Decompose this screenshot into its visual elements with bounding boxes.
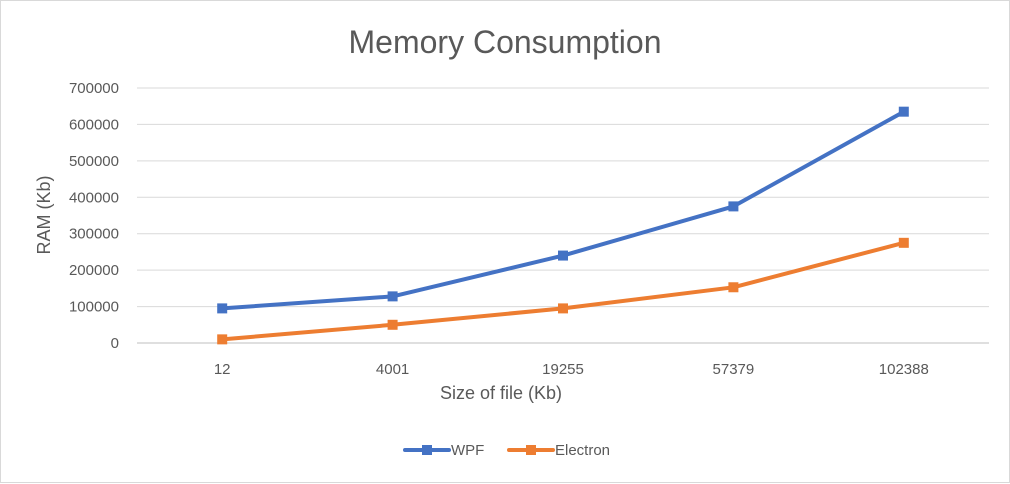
data-point-wpf xyxy=(387,291,398,302)
series-group xyxy=(217,106,909,345)
y-axis-ticks: 0 100000 200000 300000 400000 500000 600000 700… xyxy=(69,80,119,352)
data-point-wpf xyxy=(898,106,909,117)
x-tick-label: 57379 xyxy=(713,361,755,378)
data-point-electron xyxy=(558,303,568,314)
y-tick-label: 100000 xyxy=(69,299,119,316)
legend: WPF Electron xyxy=(403,442,610,459)
legend-marker xyxy=(422,445,432,455)
data-point-electron xyxy=(217,334,228,345)
data-point-wpf xyxy=(728,201,739,212)
series-electron xyxy=(217,237,909,345)
legend-marker xyxy=(526,445,536,455)
y-tick-label: 300000 xyxy=(69,226,119,243)
x-tick-label: 4001 xyxy=(376,361,409,378)
data-point-electron xyxy=(898,237,909,248)
y-tick-label: 400000 xyxy=(69,189,119,206)
x-tick-label: 19255 xyxy=(542,361,584,378)
x-tick-label: 102388 xyxy=(879,361,929,378)
y-tick-label: 200000 xyxy=(69,262,119,279)
gridlines xyxy=(137,87,989,344)
y-tick-label: 500000 xyxy=(69,153,119,170)
x-axis-ticks: 12 4001 19255 57379 102388 xyxy=(214,361,929,378)
legend-label: Electron xyxy=(555,442,610,459)
legend-label: WPF xyxy=(451,442,484,459)
data-point-electron xyxy=(728,282,739,293)
x-axis-title: Size of file (Kb) xyxy=(440,383,562,403)
x-tick-label: 12 xyxy=(214,361,231,378)
y-tick-label: 0 xyxy=(111,335,119,352)
legend-item-wpf: WPF xyxy=(403,442,484,459)
data-point-electron xyxy=(387,319,398,330)
y-axis-title: RAM (Kb) xyxy=(34,175,54,254)
y-tick-label: 700000 xyxy=(69,80,119,97)
y-tick-label: 600000 xyxy=(69,116,119,133)
legend-item-electron: Electron xyxy=(507,442,610,459)
data-point-wpf xyxy=(217,303,228,314)
series-wpf xyxy=(217,106,909,314)
data-point-wpf xyxy=(558,250,568,261)
chart-title: Memory Consumption xyxy=(349,24,662,60)
series-line-wpf xyxy=(220,109,906,311)
